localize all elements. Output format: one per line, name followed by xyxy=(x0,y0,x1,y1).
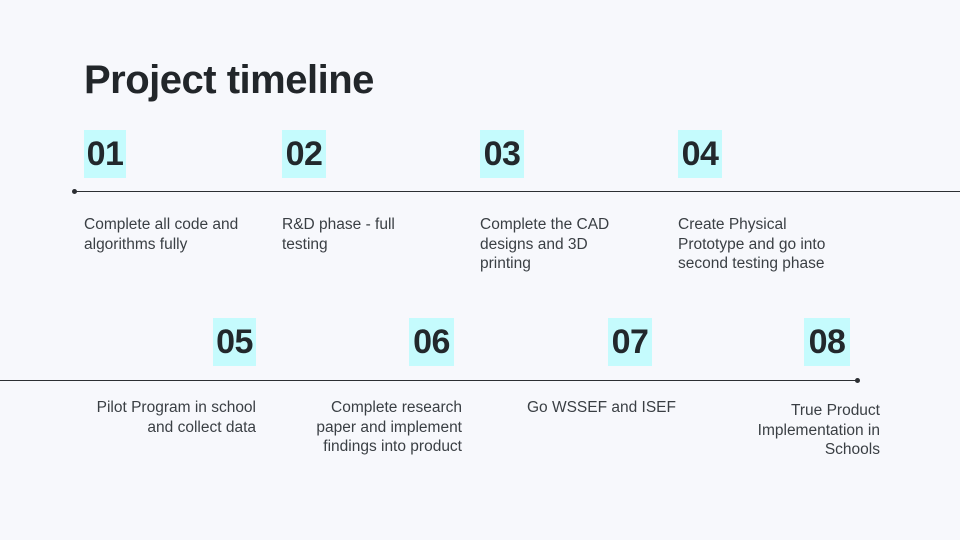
step-text-03: Complete the CAD designs and 3D printing xyxy=(480,216,610,272)
step-text-02: R&D phase - full testing xyxy=(282,216,395,253)
timeline-start-dot xyxy=(72,189,77,194)
timeline-line-bottom xyxy=(0,380,858,381)
step-number-08: 08 xyxy=(804,318,850,366)
step-number-03: 03 xyxy=(480,130,524,178)
page-title: Project timeline xyxy=(84,58,374,102)
step-number-07: 07 xyxy=(608,318,652,366)
step-number-06: 06 xyxy=(409,318,454,366)
step-number-05: 05 xyxy=(213,318,256,366)
step-text-07: Go WSSEF and ISEF xyxy=(526,399,676,416)
step-text-06: Complete research paper and implement fi… xyxy=(316,399,462,455)
step-number-01: 01 xyxy=(84,130,126,178)
step-number-04: 04 xyxy=(678,130,722,178)
step-text-08: True Product Implementation in Schools xyxy=(757,402,880,458)
step-text-05: Pilot Program in school and collect data xyxy=(96,399,256,436)
timeline-end-dot xyxy=(855,378,860,383)
step-text-04: Create Physical Prototype and go into se… xyxy=(678,216,826,272)
step-number-02: 02 xyxy=(282,130,326,178)
timeline-line-top xyxy=(74,191,960,192)
step-text-01: Complete all code and algorithms fully xyxy=(84,216,239,253)
